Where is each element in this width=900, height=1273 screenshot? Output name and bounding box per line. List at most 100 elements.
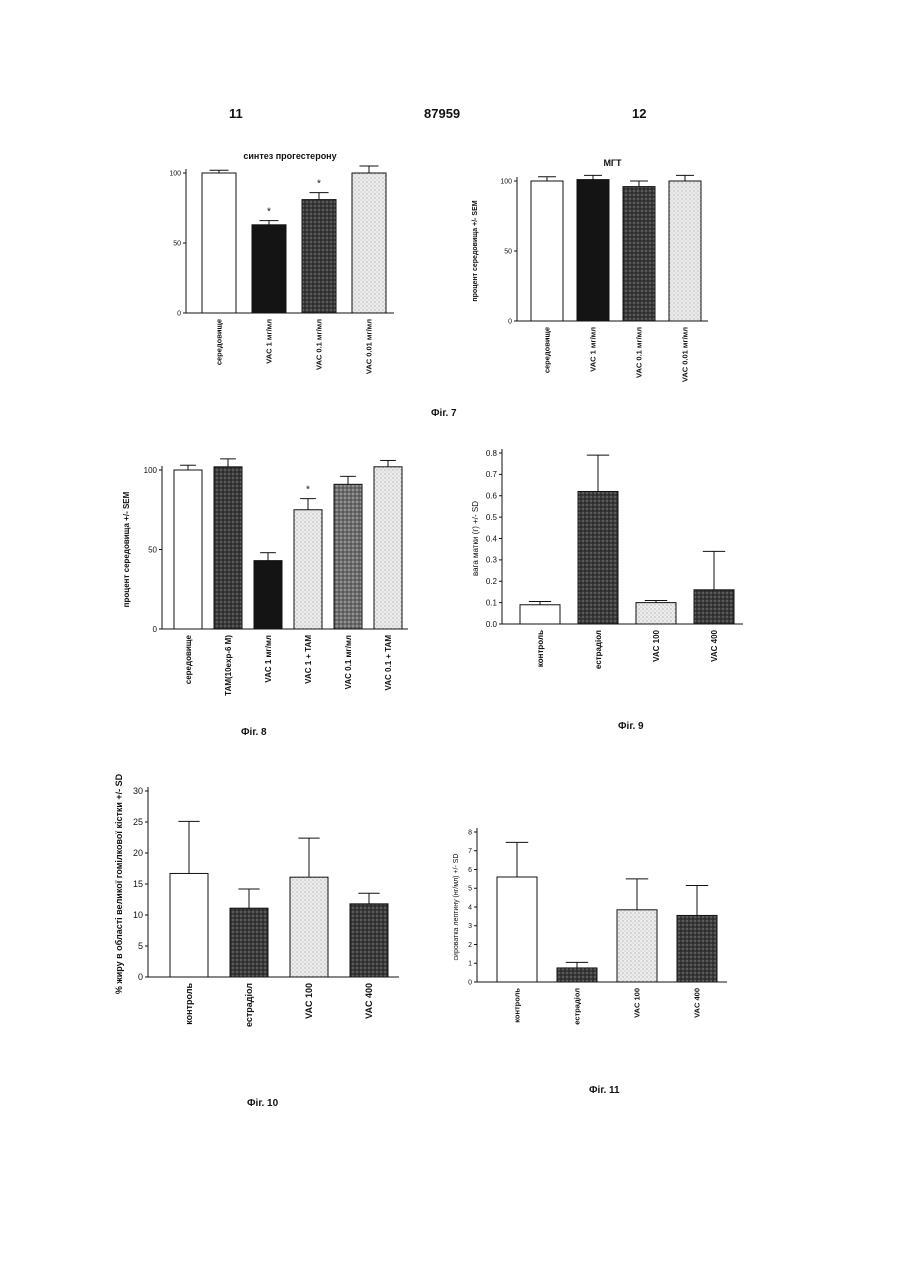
y-axis-label: процент середовища +/- SEM	[472, 200, 479, 301]
y-axis-label: процент середовища +/- SEM	[122, 491, 131, 607]
bar-1	[174, 470, 202, 629]
y-tick-label: 1	[468, 961, 472, 968]
y-tick-label: 100	[500, 178, 512, 185]
significance-marker: *	[317, 179, 321, 190]
category-label-3: VAC 100	[652, 629, 661, 661]
category-label-1: середовище	[215, 319, 224, 365]
category-label-1: контроль	[536, 630, 545, 667]
y-tick-label: 0.1	[486, 598, 498, 607]
y-tick-label: 30	[133, 786, 143, 796]
bar-2	[214, 467, 242, 629]
category-label-3: VAC 0.1 мг/мл	[315, 319, 324, 370]
bar-3	[254, 561, 282, 629]
category-label-1: середовище	[184, 634, 193, 684]
caption-fig10: Фіг. 10	[247, 1098, 278, 1109]
y-tick-label: 20	[133, 848, 143, 858]
y-tick-label: 0.4	[486, 534, 498, 543]
bar-2	[557, 968, 597, 982]
bar-4	[294, 510, 322, 629]
y-tick-label: 0.6	[486, 492, 498, 501]
category-label-2: естрадіол	[573, 988, 582, 1025]
bar-3	[290, 877, 328, 977]
category-label-3: VAC 1 мг/мл	[264, 635, 273, 683]
y-tick-label: 10	[133, 910, 143, 920]
y-tick-label: 3	[468, 923, 472, 930]
page-number-right: 12	[632, 106, 646, 121]
category-label-1: контроль	[184, 983, 194, 1025]
bar-3	[636, 603, 676, 624]
category-label-2: естрадіол	[594, 630, 603, 669]
y-tick-label: 50	[173, 240, 181, 247]
y-tick-label: 100	[169, 170, 181, 177]
y-tick-label: 7	[468, 848, 472, 855]
bar-3	[623, 187, 655, 321]
y-tick-label: 8	[468, 829, 472, 836]
y-axis-label: сироватка лептину (нг/мл) +/- SD	[453, 854, 460, 961]
bar-1	[531, 181, 563, 321]
page-number-left: 11	[229, 106, 243, 121]
chart-fig7-mgt: МГТ050100процент середовища +/- SEMсеред…	[465, 150, 720, 415]
bar-6	[374, 467, 402, 629]
bar-2	[578, 491, 618, 624]
category-label-4: VAC 0.01 мг/мл	[681, 327, 690, 382]
category-label-2: ТАМ(10exp-6 M)	[224, 635, 233, 696]
chart-fig9-uterine-weight: 0.0 0.1 0.2 0.3 0.4 0.5 0.6 0.7 0.8 вага матки (г…	[470, 440, 760, 690]
y-tick-label: 0	[508, 318, 512, 325]
y-tick-label: 2	[468, 942, 472, 949]
bar-1	[202, 173, 236, 313]
y-tick-label: 5	[468, 886, 472, 893]
y-tick-label: 0.8	[486, 449, 498, 458]
caption-fig7: Фіг. 7	[431, 408, 457, 419]
y-tick-label: 50	[148, 545, 157, 554]
category-label-4: VAC 1 + TAM	[304, 635, 313, 684]
caption-fig11: Фіг. 11	[589, 1085, 620, 1096]
y-tick-label: 0	[468, 979, 472, 986]
bar-4	[350, 904, 388, 977]
bar-2	[230, 908, 268, 977]
y-tick-label: 5	[138, 941, 143, 951]
y-tick-label: 15	[133, 879, 143, 889]
bar-2	[577, 180, 609, 321]
bar-5	[334, 484, 362, 629]
chart-fig10-tibia-fat: 051015202530% жиру в області великої гом…	[100, 775, 420, 1075]
caption-fig8: Фіг. 8	[241, 727, 267, 738]
patent-number: 87959	[424, 106, 460, 121]
y-tick-label: 0	[177, 310, 181, 317]
chart-fig11-leptin: 0 1 2 3 4 5 6 7 8 сироватка лептину (нг/мл) +/- S…	[450, 820, 750, 1080]
category-label-1: середовище	[543, 327, 552, 373]
y-tick-label: 50	[504, 248, 512, 255]
category-label-2: VAC 1 мг/мл	[589, 327, 598, 372]
bar-2	[252, 225, 286, 313]
y-tick-label: 0.5	[486, 513, 498, 522]
significance-marker: *	[267, 207, 271, 218]
y-tick-label: 0.2	[486, 577, 498, 586]
bar-1	[170, 873, 208, 977]
bar-4	[352, 173, 386, 313]
category-label-3: VAC 100	[304, 983, 314, 1019]
category-label-3: VAC 0.1 мг/мл	[635, 327, 644, 378]
chart-fig7-progesterone: синтез прогестерону050100середовище*VAC …	[150, 145, 420, 415]
category-label-5: VAC 0.1 мг/мл	[344, 635, 353, 689]
category-label-4: VAC 0.01 мг/мл	[365, 319, 374, 374]
category-label-3: VAC 100	[633, 988, 642, 1018]
y-tick-label: 0.7	[486, 470, 498, 479]
y-tick-label: 25	[133, 817, 143, 827]
y-tick-label: 0	[153, 625, 158, 634]
bar-1	[520, 605, 560, 624]
y-tick-label: 0.3	[486, 556, 498, 565]
bar-1	[497, 877, 537, 982]
chart-fig8-tam: 050100процент середовища +/- SEMсередови…	[120, 445, 420, 720]
significance-marker: *	[306, 485, 310, 496]
caption-fig9: Фіг. 9	[618, 721, 644, 732]
y-axis-label: вага матки (г) +/- SD	[471, 501, 480, 576]
y-tick-label: 4	[468, 904, 472, 911]
category-label-1: контроль	[513, 988, 522, 1023]
bar-4	[677, 915, 717, 982]
category-label-2: VAC 1 мг/мл	[265, 319, 274, 364]
bar-3	[617, 910, 657, 982]
bar-4	[669, 181, 701, 321]
category-label-6: VAC 0.1 + TAM	[384, 635, 393, 691]
y-tick-label: 0.0	[486, 620, 498, 629]
y-tick-label: 6	[468, 867, 472, 874]
category-label-2: естрадіол	[244, 983, 254, 1027]
